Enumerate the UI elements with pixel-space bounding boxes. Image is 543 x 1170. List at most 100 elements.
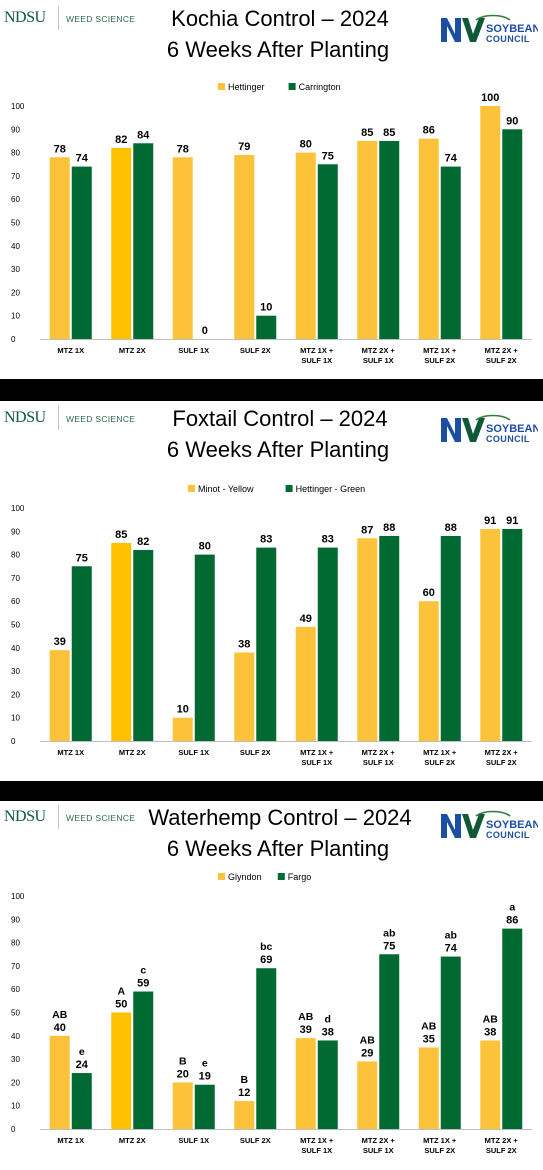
y-tick-label: 30 <box>11 667 20 676</box>
chart-panel-kochia: NDSU WEED SCIENCE Kochia Control – 2024 … <box>0 0 543 379</box>
category-label: MTZ 2X + <box>362 346 396 355</box>
bar-series1 <box>111 147 132 339</box>
bar-series1 <box>49 650 70 741</box>
category-label: SULF 1X <box>363 356 394 365</box>
bar-series2 <box>256 315 277 339</box>
category-label: MTZ 2X <box>119 748 146 757</box>
category-label: MTZ 1X + <box>300 346 334 355</box>
significance-letter: AB <box>360 1034 376 1046</box>
category-label: SULF 1X <box>363 1146 394 1155</box>
bar-value-label: 10 <box>177 704 189 716</box>
bar-series1 <box>357 1061 378 1129</box>
bar-series1 <box>295 626 316 741</box>
bar-value-label: 20 <box>177 1068 189 1080</box>
legend-label-0: Glyndon <box>228 872 262 882</box>
chart-title-line2: 6 Weeks After Planting <box>166 37 390 62</box>
y-tick-label: 10 <box>11 312 20 321</box>
y-tick-label: 0 <box>11 335 16 344</box>
category-label: SULF 2X <box>424 758 455 767</box>
significance-letter: e <box>79 1046 85 1058</box>
y-tick-label: 10 <box>11 714 20 723</box>
category-label: MTZ 2X + <box>362 1136 396 1145</box>
bar-series1 <box>295 152 316 339</box>
category-label: MTZ 1X <box>57 346 84 355</box>
category-label: SULF 2X <box>240 346 271 355</box>
category-label: MTZ 1X <box>57 748 84 757</box>
bar-series2 <box>502 928 523 1129</box>
y-tick-label: 40 <box>11 644 20 653</box>
legend-swatch-1 <box>277 873 285 880</box>
bar-value-label: 69 <box>260 954 272 966</box>
bar-value-label: 60 <box>423 587 435 599</box>
bar-series2 <box>379 954 400 1129</box>
chart-panel-foxtail: NDSU WEED SCIENCE Foxtail Control – 2024… <box>0 401 543 781</box>
category-label: SULF 1X <box>178 1136 209 1145</box>
bar-series2 <box>440 166 461 339</box>
logo-soybean-text: SOYBEAN <box>486 819 538 831</box>
bar-series2 <box>256 547 277 741</box>
category-label: SULF 1X <box>178 346 209 355</box>
weed-science-label: WEED SCIENCE <box>66 813 136 823</box>
bar-series2 <box>379 140 400 339</box>
y-tick-label: 100 <box>11 102 25 111</box>
significance-letter: a <box>509 902 515 914</box>
bar-value-label: 39 <box>54 636 66 648</box>
bar-series1 <box>418 138 439 339</box>
significance-letter: AB <box>52 1009 68 1021</box>
category-label: MTZ 1X <box>57 1136 84 1145</box>
category-label: SULF 2X <box>240 1136 271 1145</box>
bar-value-label: 86 <box>423 125 435 137</box>
bar-series2 <box>317 164 338 339</box>
bar-value-label: 82 <box>137 536 149 548</box>
bar-series1 <box>418 601 439 741</box>
bar-value-label: 91 <box>484 515 496 527</box>
bar-series2 <box>71 1073 92 1129</box>
legend-label-1: Carrington <box>299 82 341 92</box>
panel-divider <box>0 379 543 401</box>
significance-letter: AB <box>298 1011 314 1023</box>
bar-series1 <box>49 1035 70 1129</box>
legend-swatch-0 <box>218 873 225 880</box>
legend-swatch-0 <box>188 485 195 492</box>
ndsu-logo: NDSU <box>4 409 46 426</box>
bar-value-label: 29 <box>361 1047 373 1059</box>
y-tick-label: 90 <box>11 527 20 536</box>
logo-separator <box>58 6 59 30</box>
bar-series1 <box>418 1047 439 1129</box>
category-label: SULF 1X <box>363 758 394 767</box>
legend-swatch-0 <box>218 83 225 90</box>
legend-label-0: Hettinger <box>228 82 265 92</box>
bar-value-label: 10 <box>260 302 272 314</box>
bar-value-label: 88 <box>445 522 457 534</box>
bar-series2 <box>71 166 92 339</box>
category-label: SULF 2X <box>486 758 517 767</box>
logo-soybean-text: SOYBEAN <box>486 423 538 435</box>
y-tick-label: 30 <box>11 265 20 274</box>
category-label: SULF 1X <box>301 758 332 767</box>
category-label: MTZ 1X + <box>423 1136 457 1145</box>
bar-series1 <box>234 154 255 339</box>
bar-series2 <box>502 129 523 339</box>
bar-value-label: 0 <box>202 325 208 337</box>
significance-letter: AB <box>421 1020 437 1032</box>
chart-title-line1: Waterhemp Control – 2024 <box>148 805 412 830</box>
chart-title-line1: Kochia Control – 2024 <box>171 6 389 31</box>
logo-separator <box>58 406 59 430</box>
bar-value-label: 83 <box>322 534 334 546</box>
y-tick-label: 90 <box>11 125 20 134</box>
y-tick-label: 40 <box>11 242 20 251</box>
chart-title-line1: Foxtail Control – 2024 <box>172 406 388 431</box>
significance-letter: ab <box>383 927 395 939</box>
y-tick-label: 20 <box>11 1078 20 1087</box>
bar-value-label: 90 <box>506 115 518 127</box>
bar-value-label: 12 <box>238 1087 250 1099</box>
bar-value-label: 24 <box>76 1059 89 1071</box>
bar-series1 <box>234 652 255 741</box>
category-label: SULF 2X <box>240 748 271 757</box>
significance-letter: A <box>117 986 125 998</box>
significance-letter: d <box>325 1013 331 1025</box>
y-tick-label: 40 <box>11 1032 20 1041</box>
soybean-council-logo: SOYBEAN COUNCIL <box>441 810 538 840</box>
legend-swatch-1 <box>288 83 296 90</box>
y-tick-label: 70 <box>11 172 20 181</box>
